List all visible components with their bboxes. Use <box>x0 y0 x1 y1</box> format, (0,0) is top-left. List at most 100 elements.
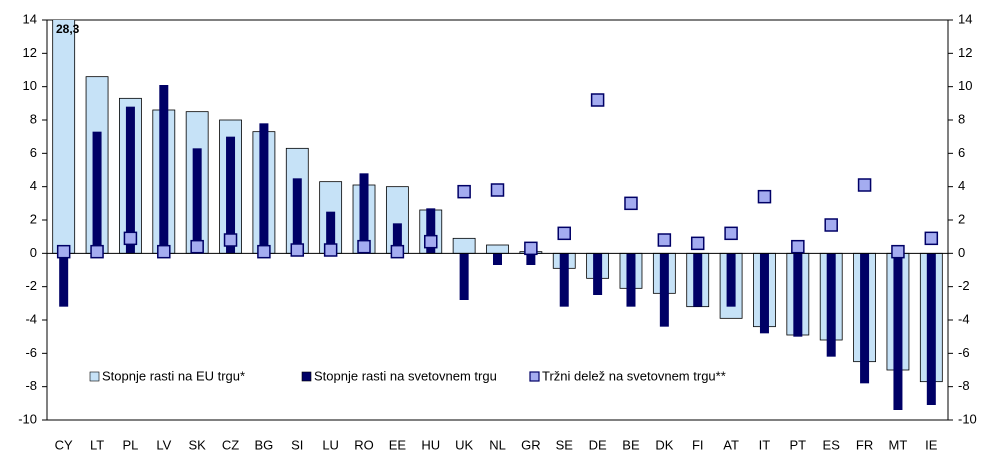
y-tick-label: 8 <box>30 111 37 126</box>
x-tick-label: UK <box>455 437 473 452</box>
x-tick-label: DK <box>655 437 673 452</box>
world-bar <box>226 136 236 254</box>
world-bar <box>92 131 102 254</box>
y2-tick-label: -4 <box>958 311 970 326</box>
legend-label: Stopnje rasti na svetovnem trgu <box>314 368 497 383</box>
y-tick-label: -8 <box>25 378 37 393</box>
share-marker <box>323 243 338 257</box>
share-marker <box>657 233 672 247</box>
world-bar <box>726 253 736 307</box>
plot-frame <box>46 19 949 421</box>
y2-tick-label: -10 <box>958 411 977 426</box>
y2-tick-label: 10 <box>958 78 972 93</box>
share-marker <box>223 233 238 247</box>
share-marker <box>524 241 538 256</box>
x-tick-label: CY <box>55 437 73 452</box>
y-tick-label: 12 <box>23 45 37 60</box>
x-tick-label: IT <box>759 437 771 452</box>
x-tick-label: SI <box>291 437 303 452</box>
legend-label: Tržni delež na svetovnem trgu** <box>542 368 726 383</box>
share-marker <box>90 244 104 259</box>
world-bar <box>392 223 402 254</box>
share-marker <box>190 239 204 254</box>
legend-box <box>85 366 807 388</box>
legend-label: Stopnje rasti na EU trgu* <box>102 368 245 383</box>
share-marker <box>757 189 772 204</box>
x-tick-label: SE <box>556 437 574 452</box>
share-marker <box>857 178 872 192</box>
world-bar <box>493 253 502 265</box>
world-bar <box>526 253 536 265</box>
y-tick-label: 2 <box>30 211 37 226</box>
x-tick-label: GR <box>521 437 541 452</box>
y2-tick-label: -6 <box>958 345 970 360</box>
x-tick-label: PL <box>122 437 138 452</box>
share-marker <box>791 239 805 254</box>
plot-area <box>52 20 943 410</box>
x-tick-label: HU <box>421 437 440 452</box>
world-bar <box>326 211 336 254</box>
y-tick-label: 14 <box>23 11 37 26</box>
share-marker <box>724 226 738 241</box>
x-tick-label: BG <box>255 437 274 452</box>
x-tick-label: MT <box>889 437 908 452</box>
share-marker <box>390 244 405 259</box>
share-marker <box>424 234 438 249</box>
x-tick-label: DE <box>589 437 607 452</box>
share-marker <box>290 243 305 257</box>
share-marker <box>590 93 605 107</box>
x-tick-label: ES <box>823 437 841 452</box>
world-bar <box>259 123 269 254</box>
world-bar <box>926 253 936 405</box>
world-bar <box>125 106 135 254</box>
world-bar <box>693 253 703 307</box>
world-bar <box>59 253 69 307</box>
world-bar <box>826 253 836 357</box>
share-marker <box>891 244 905 259</box>
x-tick-label: NL <box>489 437 506 452</box>
y2-tick-label: 0 <box>958 245 965 260</box>
y2-tick-label: 14 <box>958 11 972 26</box>
world-bar <box>559 253 569 307</box>
world-bar <box>359 173 369 254</box>
value-label: 28,3 <box>56 22 80 36</box>
world-bar <box>192 148 202 254</box>
x-tick-label: PT <box>790 437 807 452</box>
world-bar <box>860 253 870 384</box>
eu-bar <box>452 237 476 254</box>
world-bar <box>893 253 903 410</box>
y2-tick-label: 6 <box>958 145 965 160</box>
y2-tick-label: 2 <box>958 211 965 226</box>
x-tick-label: RO <box>354 437 374 452</box>
legend-swatch <box>301 371 312 382</box>
x-tick-label: AT <box>723 437 739 452</box>
x-tick-label: SK <box>188 437 206 452</box>
x-tick-label: EE <box>389 437 407 452</box>
x-tick-label: FR <box>856 437 873 452</box>
x-tick-label: LV <box>156 437 171 452</box>
share-marker <box>490 183 505 197</box>
share-marker <box>123 231 138 246</box>
y-tick-label: -2 <box>25 278 37 293</box>
world-bar <box>593 253 603 295</box>
legend-swatch <box>529 371 540 382</box>
share-marker <box>624 196 638 211</box>
share-marker <box>157 244 171 259</box>
x-tick-label: FI <box>692 437 704 452</box>
share-marker <box>824 218 838 232</box>
share-marker <box>457 184 471 199</box>
share-marker <box>257 244 271 259</box>
world-bar <box>459 253 469 300</box>
y-tick-label: -10 <box>18 411 37 426</box>
y-tick-label: 4 <box>30 178 37 193</box>
y2-tick-label: 12 <box>958 45 972 60</box>
x-tick-label: IE <box>925 437 938 452</box>
y2-tick-label: -8 <box>958 378 970 393</box>
y-tick-label: 6 <box>30 145 37 160</box>
legend-swatch <box>89 371 100 382</box>
share-marker <box>357 239 371 254</box>
world-bar <box>292 178 302 254</box>
world-bar <box>659 253 669 327</box>
world-bar <box>793 253 803 337</box>
